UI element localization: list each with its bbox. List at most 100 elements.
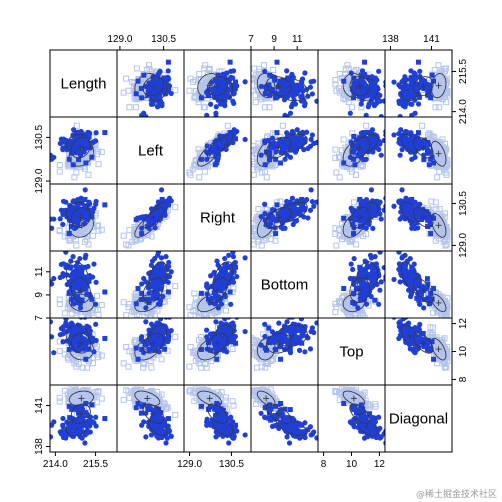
data-point xyxy=(151,283,157,289)
data-point xyxy=(218,88,224,94)
data-point xyxy=(60,211,66,218)
data-point xyxy=(359,142,365,148)
data-point xyxy=(282,156,288,162)
data-point xyxy=(409,205,415,211)
data-point xyxy=(381,98,385,104)
data-point xyxy=(363,197,370,203)
data-point xyxy=(431,78,437,84)
data-point xyxy=(307,207,314,213)
data-point xyxy=(212,91,218,97)
data-point xyxy=(431,215,437,221)
data-point xyxy=(289,211,295,217)
data-point xyxy=(280,86,286,92)
data-point xyxy=(261,62,268,69)
data-point xyxy=(274,202,280,208)
data-point xyxy=(278,78,284,84)
data-point xyxy=(425,88,431,94)
data-point xyxy=(198,95,204,101)
data-point xyxy=(372,297,378,303)
data-point xyxy=(371,135,377,141)
data-point xyxy=(341,160,347,166)
panel-right-vs-left xyxy=(116,183,185,252)
data-point xyxy=(89,214,95,220)
data-point xyxy=(215,72,221,78)
data-point xyxy=(73,295,79,301)
data-point xyxy=(70,217,76,223)
data-point xyxy=(435,140,442,147)
data-point xyxy=(204,281,210,287)
data-point xyxy=(200,104,207,111)
data-point xyxy=(73,205,79,211)
data-point xyxy=(428,198,435,205)
data-point xyxy=(215,286,221,292)
data-point xyxy=(359,77,365,83)
data-point xyxy=(340,152,347,159)
data-point xyxy=(81,225,88,232)
data-point xyxy=(69,271,76,277)
data-point xyxy=(351,133,357,139)
data-point xyxy=(166,259,172,266)
data-point xyxy=(135,78,141,84)
data-point xyxy=(311,203,317,209)
data-point xyxy=(70,162,76,168)
data-point xyxy=(133,237,140,244)
data-point xyxy=(148,68,155,75)
data-point xyxy=(415,101,422,107)
data-point xyxy=(403,267,409,273)
data-point xyxy=(93,198,99,205)
data-point xyxy=(50,281,55,287)
data-point xyxy=(442,236,449,243)
data-point xyxy=(232,129,238,135)
data-point xyxy=(222,265,228,271)
panel-length-vs-diagonal xyxy=(384,49,453,118)
data-point xyxy=(231,100,237,107)
data-point xyxy=(438,153,445,160)
data-point xyxy=(91,224,98,231)
data-point xyxy=(333,242,340,249)
data-point xyxy=(56,228,63,235)
concentration-ellipse xyxy=(413,136,434,159)
data-point xyxy=(159,196,165,202)
data-point xyxy=(363,225,369,231)
data-point xyxy=(273,149,279,155)
data-point xyxy=(299,136,305,142)
data-point xyxy=(273,231,279,237)
data-point xyxy=(153,286,159,292)
data-point xyxy=(56,296,63,303)
data-point xyxy=(351,95,357,101)
data-point xyxy=(153,77,159,83)
data-point xyxy=(353,241,360,248)
concentration-ellipse xyxy=(148,261,168,294)
data-point xyxy=(215,154,221,160)
data-point xyxy=(404,129,410,135)
concentration-ellipse xyxy=(70,136,91,159)
data-point xyxy=(148,97,154,103)
data-point xyxy=(232,86,238,92)
data-point xyxy=(255,236,262,243)
data-point xyxy=(60,221,66,227)
data-point xyxy=(95,222,102,229)
data-point xyxy=(125,242,132,249)
data-point xyxy=(64,304,71,311)
data-point xyxy=(262,91,268,97)
data-point xyxy=(347,110,353,116)
data-point xyxy=(159,264,165,270)
data-point xyxy=(66,156,72,162)
data-point xyxy=(357,87,363,93)
data-point xyxy=(282,225,288,231)
data-point xyxy=(352,162,358,168)
data-point xyxy=(289,195,296,201)
data-point xyxy=(91,261,97,267)
data-point xyxy=(133,301,139,307)
data-point xyxy=(203,79,210,86)
diagonal-label-length: Length xyxy=(61,76,107,93)
data-point xyxy=(436,104,443,111)
data-point xyxy=(204,156,210,162)
data-point xyxy=(396,198,402,204)
data-point xyxy=(436,146,443,153)
data-point xyxy=(277,142,283,148)
data-point xyxy=(212,291,218,297)
data-point xyxy=(138,85,144,91)
data-point xyxy=(348,104,355,111)
data-point xyxy=(433,206,440,213)
